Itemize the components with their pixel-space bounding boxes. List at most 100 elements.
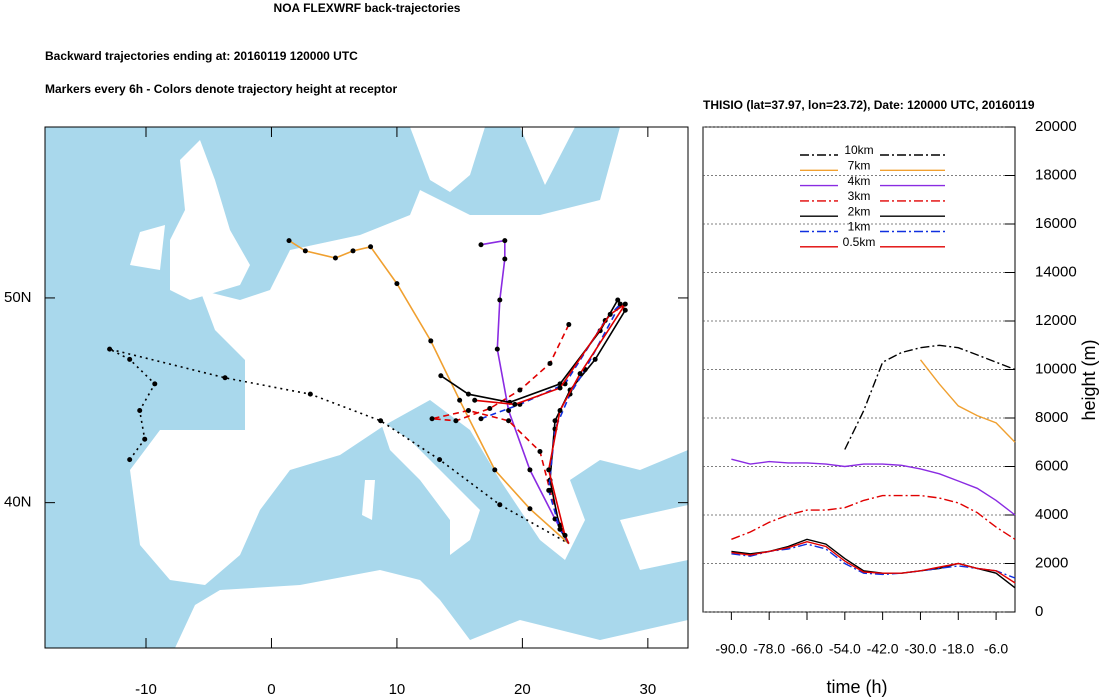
- x-tick-label: -54.0: [829, 641, 861, 657]
- x-axis-label: time (h): [826, 677, 887, 697]
- trajectory-marker: [127, 457, 133, 463]
- series-line: [844, 344, 1016, 450]
- x-tick-label: -78.0: [753, 641, 785, 657]
- trajectory-marker: [332, 255, 338, 261]
- x-tick-label: -10: [135, 681, 157, 698]
- trajectory-marker: [502, 238, 508, 244]
- trajectory-marker: [487, 405, 493, 411]
- legend-label: 1km: [848, 220, 871, 234]
- y-axis-label: height (m): [1079, 339, 1099, 420]
- x-tick-label: -30.0: [904, 641, 936, 657]
- panel-title: THISIO (lat=37.97, lon=23.72), Date: 120…: [703, 98, 1035, 112]
- trajectory: [474, 303, 626, 544]
- trajectory-marker: [506, 408, 512, 414]
- series-line: [731, 494, 1016, 540]
- trajectory-marker: [527, 467, 533, 473]
- x-tick-label: 0: [267, 681, 275, 698]
- trajectory-marker: [437, 457, 443, 463]
- legend-label: 4km: [848, 174, 871, 188]
- trajectory-marker: [557, 385, 563, 391]
- trajectory-marker: [517, 387, 523, 393]
- trajectory-marker: [497, 297, 503, 303]
- x-tick-label: -90.0: [715, 641, 747, 657]
- legend-label: 10km: [844, 143, 873, 157]
- trajectory-marker: [622, 301, 628, 307]
- x-tick-label: 10: [389, 681, 406, 698]
- trajectory-marker: [286, 238, 292, 244]
- trajectory-marker: [465, 391, 471, 397]
- title: NOA FLEXWRF back-trajectories: [274, 1, 461, 15]
- y-tick-label: 14000: [1035, 263, 1077, 280]
- trajectory-marker: [438, 373, 444, 379]
- trajectory-marker: [465, 408, 471, 414]
- trajectory-marker: [566, 322, 572, 328]
- trajectory-marker: [368, 244, 374, 250]
- trajectory-marker: [502, 256, 508, 262]
- x-tick-label: 20: [514, 681, 531, 698]
- series-line: [731, 458, 1016, 516]
- trajectory-marker: [453, 418, 459, 424]
- note: Markers every 6h - Colors denote traject…: [45, 82, 397, 96]
- trajectory-marker: [107, 346, 113, 352]
- y-tick-label: 20000: [1035, 118, 1077, 135]
- trajectory-marker: [506, 418, 512, 424]
- trajectory-marker: [552, 418, 558, 424]
- trajectory-marker: [562, 532, 568, 538]
- y-tick-label: 10000: [1035, 360, 1077, 377]
- trajectory-marker: [577, 371, 583, 377]
- trajectory-marker: [222, 375, 228, 381]
- trajectory-marker: [592, 356, 598, 362]
- trajectory-marker: [617, 301, 623, 307]
- trajectory-marker: [546, 467, 552, 473]
- x-tick-label: -18.0: [942, 641, 974, 657]
- y-tick-label: 50N: [4, 289, 32, 306]
- y-tick-label: 8000: [1035, 409, 1068, 426]
- trajectory-marker: [152, 381, 158, 387]
- trajectory-marker: [127, 356, 133, 362]
- trajectory-marker: [394, 281, 400, 287]
- y-tick-label: 6000: [1035, 457, 1068, 474]
- trajectory-marker: [557, 526, 563, 532]
- map-area: [45, 127, 688, 648]
- trajectory-marker: [472, 397, 478, 403]
- trajectory-marker: [478, 416, 484, 422]
- series-line: [731, 540, 1016, 584]
- trajectory-marker: [607, 311, 613, 317]
- trajectory-marker: [478, 242, 484, 248]
- trajectory-marker: [512, 401, 518, 407]
- trajectory-marker: [350, 248, 356, 254]
- trajectory-marker: [622, 307, 628, 313]
- legend-label: 7km: [848, 158, 871, 172]
- trajectory-marker: [494, 346, 500, 352]
- legend-label: 2km: [848, 204, 871, 218]
- trajectory-marker: [142, 436, 148, 442]
- y-tick-label: 18000: [1035, 166, 1077, 183]
- x-tick-label: -66.0: [791, 641, 823, 657]
- trajectory-marker: [302, 248, 308, 254]
- y-tick-label: 40N: [4, 494, 32, 511]
- x-tick-label: -42.0: [867, 641, 899, 657]
- series-line: [919, 359, 1016, 443]
- trajectory-marker: [537, 448, 543, 454]
- legend-label: 3km: [848, 189, 871, 203]
- trajectory-marker: [378, 418, 384, 424]
- y-tick-label: 0: [1035, 603, 1043, 620]
- y-tick-label: 16000: [1035, 215, 1077, 232]
- trajectory-marker: [547, 360, 553, 366]
- legend-label: 0.5km: [843, 235, 876, 249]
- trajectory-marker: [428, 338, 434, 344]
- trajectory-marker: [557, 408, 563, 414]
- trajectory-marker: [307, 391, 313, 397]
- trajectory-marker: [615, 297, 621, 303]
- trajectory-marker: [527, 506, 533, 512]
- trajectory-marker: [497, 502, 503, 508]
- trajectory: [109, 348, 570, 545]
- subtitle: Backward trajectories ending at: 2016011…: [45, 49, 358, 63]
- trajectory-marker: [552, 516, 558, 522]
- y-tick-label: 12000: [1035, 312, 1077, 329]
- y-tick-label: 2000: [1035, 554, 1068, 571]
- map-frame: [44, 126, 689, 649]
- y-tick-label: 4000: [1035, 506, 1068, 523]
- trajectory-marker: [137, 408, 143, 414]
